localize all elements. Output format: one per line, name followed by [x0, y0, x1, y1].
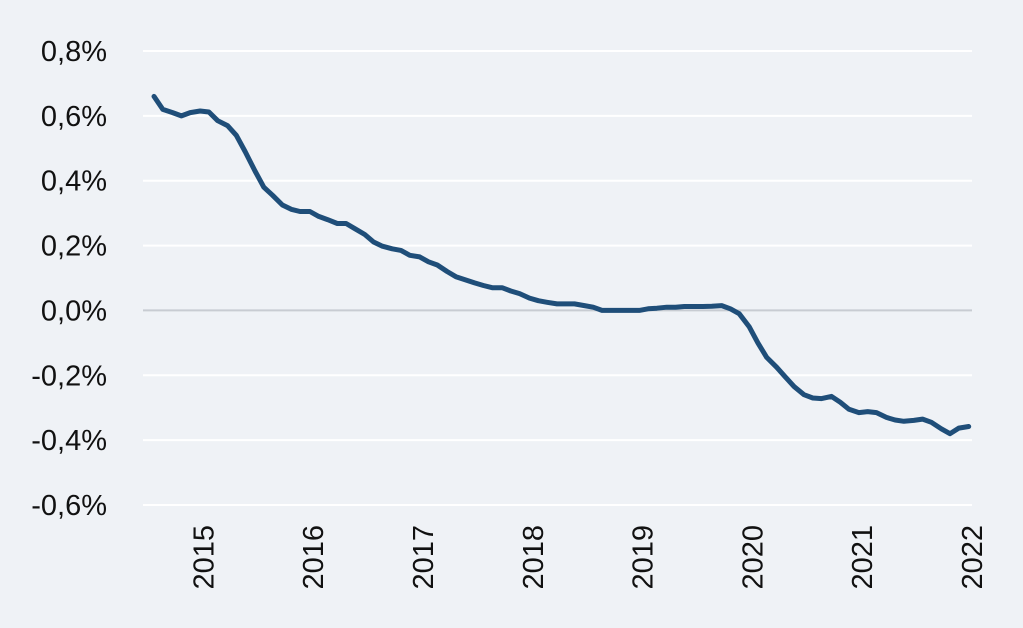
x-tick-label: 2015 — [188, 525, 220, 590]
x-tick-label: 2021 — [847, 525, 879, 590]
y-tick-label: -0,4% — [31, 425, 107, 457]
x-axis-tick-labels: 2015 2016 2017 2018 2019 2020 2021 2022 — [188, 525, 989, 590]
y-tick-label: 0,8% — [41, 36, 107, 68]
y-tick-label: -0,6% — [31, 490, 107, 522]
x-tick-label: 2019 — [628, 525, 660, 590]
gridlines — [143, 50, 972, 506]
y-tick-label: 0,2% — [41, 231, 107, 263]
x-tick-label: 2017 — [408, 525, 440, 590]
y-tick-label: 0,6% — [41, 101, 107, 133]
y-axis-tick-labels: 0,8% 0,6% 0,4% 0,2% 0,0% -0,2% -0,4% -0,6% — [31, 36, 107, 522]
series-line — [151, 93, 972, 437]
x-tick-label: 2018 — [518, 525, 550, 590]
x-tick-label: 2020 — [737, 525, 769, 590]
x-tick-label: 2016 — [298, 525, 330, 590]
series-layer — [151, 93, 972, 437]
y-tick-label: 0,4% — [41, 166, 107, 198]
y-tick-label: 0,0% — [41, 295, 107, 327]
y-tick-label: -0,2% — [31, 360, 107, 392]
x-tick-label: 2022 — [957, 525, 989, 590]
